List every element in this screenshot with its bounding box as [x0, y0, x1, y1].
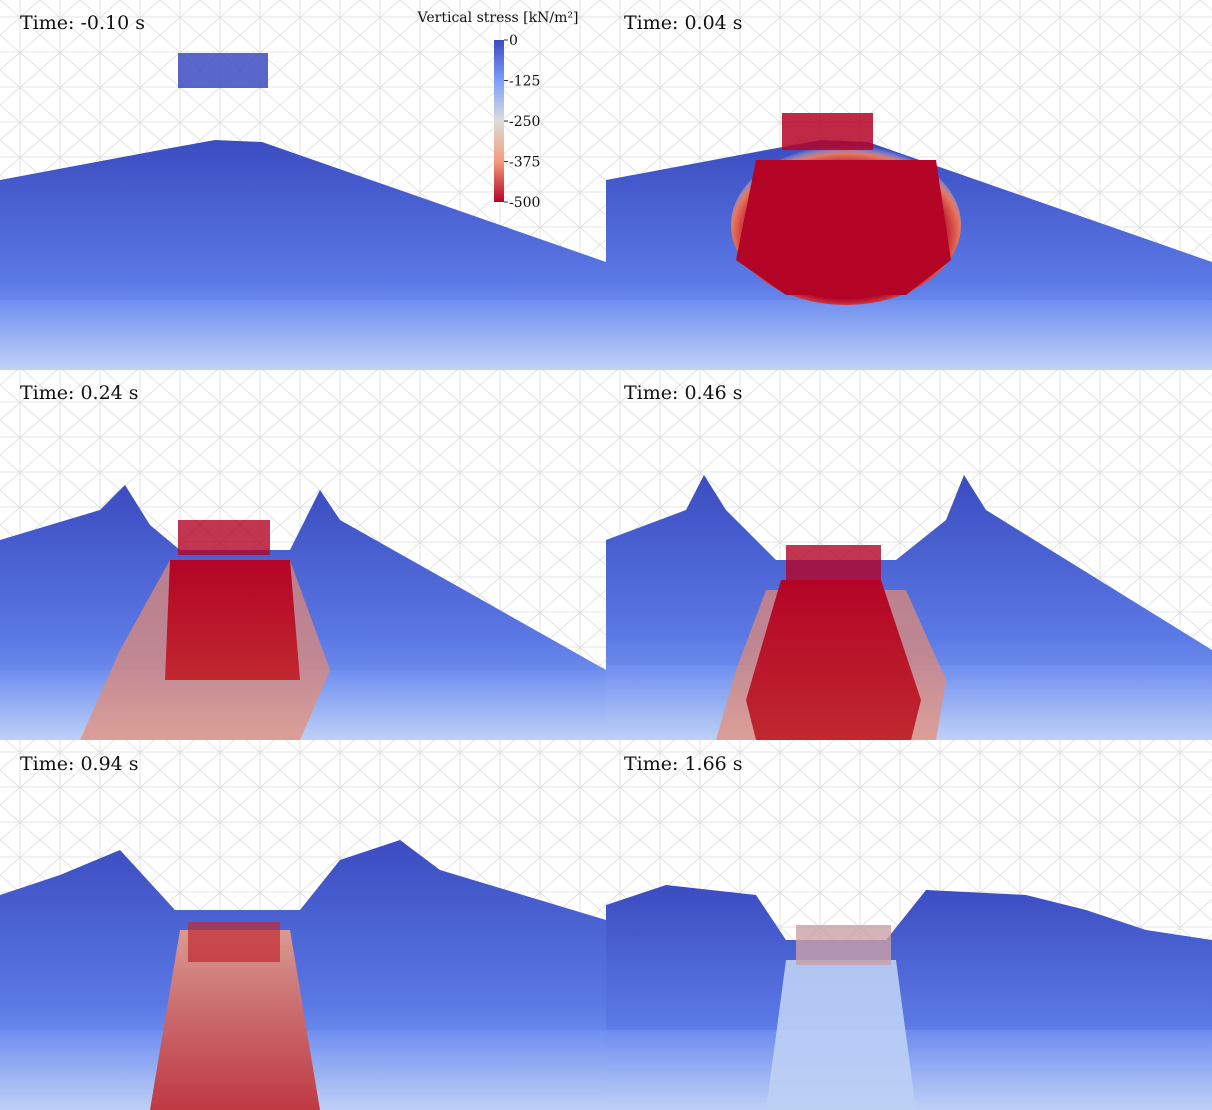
colorbar-tick-label: -500	[509, 195, 540, 211]
colorbar-tick-label: -125	[509, 74, 540, 90]
figure: Time: -0.10 s Time: 0.04 s Time: 0.24 s …	[0, 0, 1212, 1110]
time-label: Time: 0.94 s	[20, 753, 139, 775]
time-label: Time: -0.10 s	[20, 12, 145, 34]
colorbar-tick-label: -375	[509, 155, 540, 171]
colorbar-gradient	[494, 40, 504, 202]
time-label: Time: 1.66 s	[624, 753, 743, 775]
time-label: Time: 0.24 s	[20, 382, 139, 404]
colorbar-tick-label: 0	[509, 33, 518, 49]
colorbar-title: Vertical stress [kN/m²]	[417, 10, 579, 26]
time-label: Time: 0.04 s	[624, 12, 743, 34]
colorbar-tick-label: -250	[509, 114, 540, 130]
time-label: Time: 0.46 s	[624, 382, 743, 404]
